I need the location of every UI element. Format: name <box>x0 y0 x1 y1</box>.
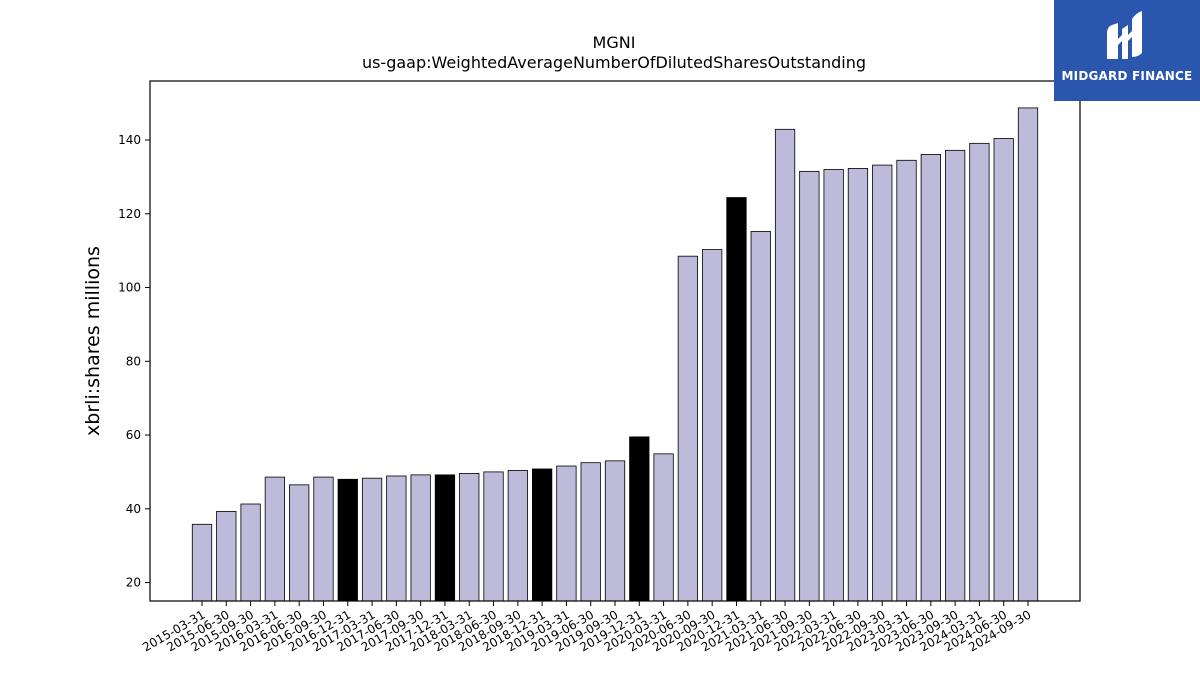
bar <box>580 462 601 602</box>
bar <box>459 472 480 602</box>
bar <box>483 471 504 602</box>
y-tick-label: 20 <box>126 576 141 590</box>
chart-subtitle: us-gaap:WeightedAverageNumberOfDilutedSh… <box>362 53 866 72</box>
bar <box>313 476 334 602</box>
bar <box>920 153 941 602</box>
bar <box>556 465 577 602</box>
bar <box>896 159 917 602</box>
plot-frame <box>149 80 1081 602</box>
y-tick-label: 80 <box>126 354 141 368</box>
bar <box>677 255 698 602</box>
bar <box>264 476 286 602</box>
bar <box>240 503 261 602</box>
bar <box>1017 107 1039 602</box>
bar <box>726 197 747 602</box>
bar <box>434 474 456 602</box>
midgard-logo-icon <box>1107 11 1142 59</box>
bar <box>993 138 1014 602</box>
x-axis: 2015-03-312015-06-302015-09-302016-03-31… <box>140 601 1034 654</box>
y-tick-label: 140 <box>118 133 141 147</box>
y-tick-label: 60 <box>126 428 141 442</box>
bars-group <box>191 107 1039 602</box>
chart-title: MGNI <box>593 33 636 52</box>
bar <box>750 231 771 602</box>
bar <box>702 249 723 602</box>
bar <box>532 468 553 602</box>
bar <box>361 477 383 602</box>
bar <box>969 142 990 602</box>
y-tick-label: 40 <box>126 502 141 516</box>
bar <box>872 164 893 602</box>
y-tick-label: 120 <box>118 207 141 221</box>
bar <box>629 436 650 602</box>
bar <box>191 523 213 602</box>
bar <box>823 169 844 602</box>
y-tick-label: 100 <box>118 281 141 295</box>
y-axis: 20 40 60 80 100 120 140 <box>118 133 150 590</box>
bar <box>653 453 674 602</box>
bar <box>289 484 310 602</box>
brand-name: MIDGARD FINANCE <box>1061 69 1193 83</box>
bar <box>216 510 237 602</box>
bar <box>774 128 796 602</box>
bar <box>507 470 528 602</box>
brand-logo: MIDGARD FINANCE <box>1054 0 1200 101</box>
bar <box>847 167 869 602</box>
bar <box>386 475 407 602</box>
y-axis-label: xbrli:shares millions <box>82 246 104 436</box>
bar <box>410 474 431 602</box>
bar <box>604 460 626 602</box>
bar <box>945 149 966 602</box>
bar <box>799 170 820 602</box>
bar <box>337 478 358 602</box>
